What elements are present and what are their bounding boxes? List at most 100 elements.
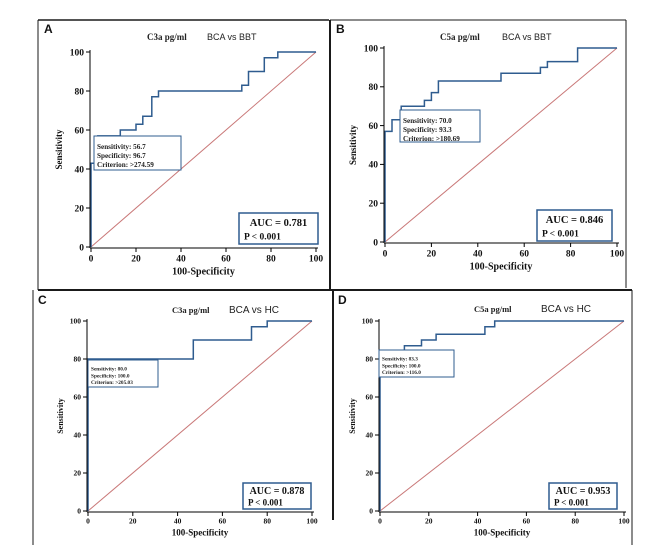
- stats-box-line2: Specificity: 96.7: [97, 152, 146, 160]
- x-tick-label: 0: [89, 255, 94, 265]
- x-tick-label: 0: [378, 517, 382, 526]
- stats-box-line1: Sensitivity: 56.7: [97, 143, 146, 151]
- panel-letter: C: [38, 293, 47, 307]
- y-tick-label: 40: [366, 431, 374, 440]
- subtitle-analyte: C5a pg/ml: [440, 32, 480, 42]
- x-tick-label: 20: [131, 255, 141, 265]
- auc-box: [536, 209, 613, 242]
- x-tick-label: 60: [219, 517, 227, 526]
- x-tick-label: 60: [523, 517, 531, 526]
- y-tick-label: 20: [366, 469, 374, 478]
- x-tick-label: 20: [427, 250, 437, 260]
- y-tick-label: 20: [369, 200, 379, 210]
- auc-value: AUC = 0.953: [556, 486, 611, 497]
- y-tick-label: 60: [75, 126, 85, 136]
- y-tick-label: 20: [74, 469, 82, 478]
- p-value: P < 0.001: [554, 497, 589, 507]
- x-axis-label: 100-Specificity: [474, 528, 531, 538]
- x-axis-label: 100-Specificity: [172, 528, 229, 538]
- y-tick-label: 100: [362, 317, 374, 326]
- stats-box-line2: Specificity: 100.0: [91, 373, 130, 379]
- x-tick-label: 80: [571, 517, 579, 526]
- stats-box-line1: Sensitivity: 83.3: [382, 357, 418, 363]
- stats-box-line3: Criterion: >274.59: [97, 161, 154, 169]
- stats-box-line1: Sensitivity: 80.0: [91, 367, 127, 373]
- subtitle-analyte: C5a pg/ml: [474, 304, 512, 314]
- y-axis-label: Sensitivity: [348, 125, 358, 166]
- x-tick-label: 100: [610, 250, 625, 260]
- y-axis-label: Sensitivity: [56, 398, 65, 434]
- subtitle-comparison: BCA vs HC: [541, 304, 591, 315]
- x-tick-label: 60: [519, 250, 529, 260]
- x-tick-label: 40: [176, 255, 186, 265]
- stats-box-line2: Specificity: 93.3: [403, 126, 452, 134]
- roc-curve-line: [87, 320, 312, 511]
- reference-diagonal-line: [90, 51, 317, 248]
- auc-value: AUC = 0.781: [250, 218, 308, 229]
- auc-value: AUC = 0.846: [546, 215, 604, 226]
- subtitle-comparison: BCA vs HC: [229, 305, 279, 316]
- auc-box: [238, 212, 319, 245]
- y-tick-label: 80: [75, 87, 85, 97]
- y-tick-label: 40: [369, 161, 379, 171]
- y-tick-label: 80: [369, 83, 379, 93]
- x-tick-label: 100: [309, 255, 324, 265]
- roc-panel-d: D C5a pg/ml BCA vs HC 0 20 40 60 80 100 0 20 40 60 80…: [338, 293, 630, 538]
- auc-box: [242, 482, 312, 510]
- y-tick-label: 100: [364, 44, 379, 54]
- x-tick-label: 80: [263, 517, 271, 526]
- p-value: P < 0.001: [248, 497, 283, 507]
- x-tick-label: 0: [86, 517, 90, 526]
- x-tick-label: 20: [425, 517, 433, 526]
- subtitle-analyte: C3a pg/ml: [172, 305, 210, 315]
- reference-diagonal-line: [87, 320, 313, 512]
- y-tick-label: 0: [373, 238, 378, 248]
- y-tick-label: 80: [74, 355, 82, 364]
- y-tick-label: 40: [74, 431, 82, 440]
- x-tick-label: 40: [474, 517, 482, 526]
- subtitle-analyte: C3a pg/ml: [147, 32, 187, 42]
- y-tick-label: 60: [366, 393, 374, 402]
- y-tick-label: 80: [366, 355, 374, 364]
- stats-box-line2: Specificity: 100.0: [382, 363, 421, 369]
- subtitle-comparison: BCA vs BBT: [207, 32, 257, 42]
- x-axis-label: 100-Specificity: [172, 267, 235, 278]
- stats-box-line3: Criterion: >180.69: [403, 135, 460, 143]
- stats-box: [87, 359, 159, 388]
- auc-value: AUC = 0.878: [250, 486, 305, 497]
- roc-panel-a: A C3a pg/ml BCA vs BBT 0 20 40 60 80 100 0 20 40 60 8…: [44, 22, 323, 278]
- x-tick-label: 20: [129, 517, 137, 526]
- x-tick-label: 80: [566, 250, 576, 260]
- y-tick-label: 0: [79, 243, 84, 253]
- stats-box: [378, 349, 455, 378]
- y-tick-label: 40: [75, 165, 85, 175]
- reference-diagonal-line: [384, 47, 618, 243]
- p-value: P < 0.001: [244, 233, 281, 243]
- x-tick-label: 100: [306, 517, 318, 526]
- reference-diagonal-line: [379, 320, 625, 512]
- y-tick-label: 20: [75, 204, 85, 214]
- roc-curve-line: [384, 47, 617, 242]
- stats-box-line1: Sensitivity: 70.0: [403, 117, 452, 125]
- stats-box-line3: Criterion: >116.0: [382, 370, 421, 376]
- y-axis-label: Sensitivity: [348, 398, 357, 434]
- y-tick-label: 60: [369, 122, 379, 132]
- y-tick-label: 100: [70, 48, 85, 58]
- auc-box: [548, 482, 618, 510]
- x-tick-label: 0: [383, 250, 388, 260]
- panel-letter: B: [336, 22, 345, 36]
- panel-letter: D: [338, 293, 347, 307]
- p-value: P < 0.001: [542, 230, 579, 240]
- panel-letter: A: [44, 22, 53, 36]
- y-tick-label: 0: [77, 507, 81, 516]
- y-tick-label: 0: [369, 507, 373, 516]
- subtitle-comparison: BCA vs BBT: [502, 32, 552, 42]
- x-tick-label: 60: [221, 255, 231, 265]
- x-axis-label: 100-Specificity: [470, 262, 533, 273]
- y-axis-label: Sensitivity: [54, 129, 64, 170]
- stats-box-line3: Criterion: >205.03: [91, 380, 133, 386]
- x-tick-label: 80: [266, 255, 276, 265]
- roc-panel-b: B C5a pg/ml BCA vs BBT 0 20 40 60 80 100 0 20 40 60 8…: [336, 22, 624, 273]
